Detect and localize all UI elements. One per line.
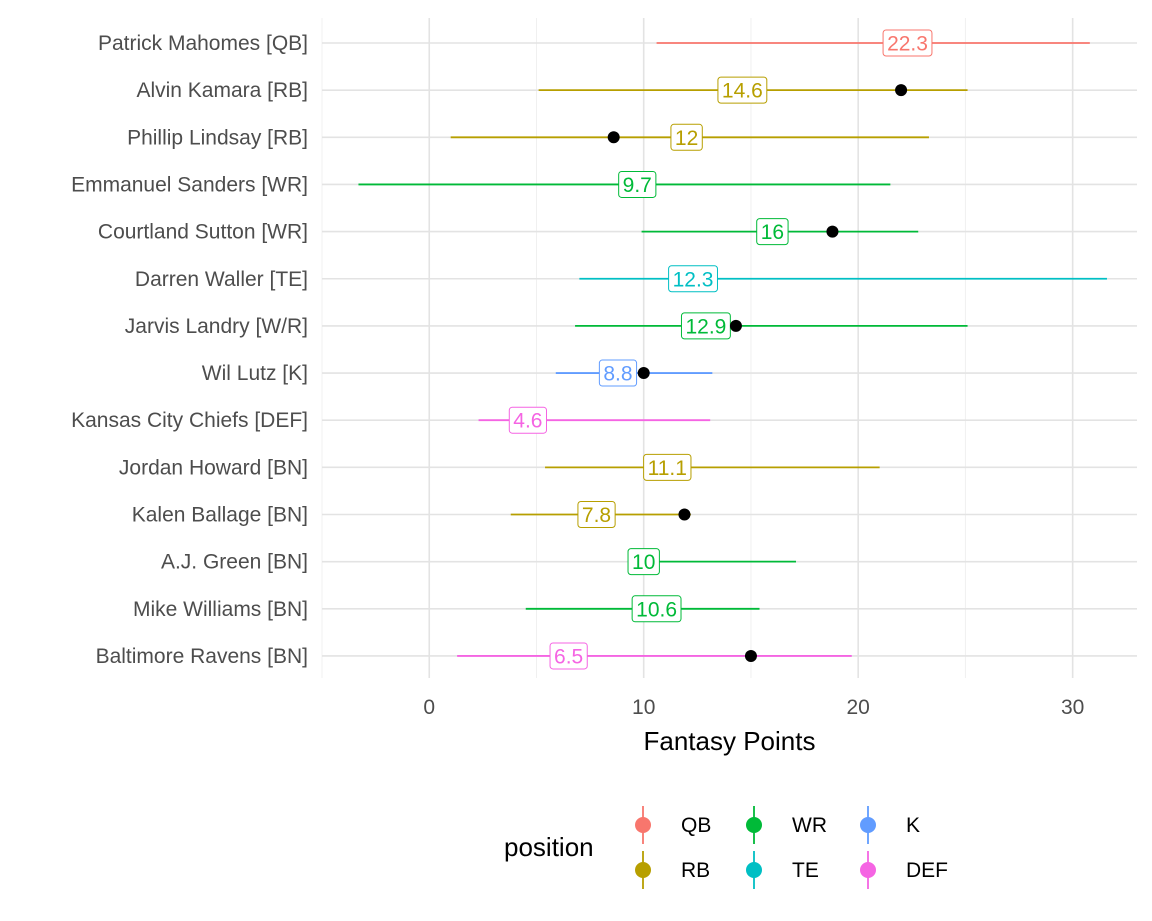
projection-label-box <box>618 170 657 198</box>
player-name-label: Jarvis Landry [W/R] <box>125 315 308 338</box>
x-tick-label: 0 <box>423 696 435 719</box>
projection-label: 12.3 <box>668 265 718 293</box>
player-name-label: Wil Lutz [K] <box>202 362 308 385</box>
legend-key-dot <box>746 862 762 878</box>
actual-points <box>607 84 908 662</box>
actual-point <box>637 367 650 380</box>
x-tick-label: 30 <box>1061 696 1084 719</box>
legend-key-k: K <box>860 806 920 844</box>
player-name-label: Darren Waller [TE] <box>135 268 308 291</box>
legend-key-wr: WR <box>746 806 827 844</box>
projection-label: 6.5 <box>549 642 588 670</box>
y-axis-labels: Patrick Mahomes [QB] Alvin Kamara [RB] Phi… <box>71 32 308 668</box>
legend-entry-label: DEF <box>906 859 948 882</box>
projection-label-box <box>631 595 682 623</box>
x-axis-ticks: 0 10 20 30 <box>423 696 1084 719</box>
projection-label: 12 <box>670 123 703 151</box>
actual-point <box>895 84 908 97</box>
projection-label: 10 <box>627 548 660 576</box>
projection-label-box <box>549 642 588 670</box>
legend-key-qb: QB <box>635 806 711 844</box>
ranges <box>358 42 1107 657</box>
projection-label: 11.1 <box>643 453 692 481</box>
actual-point <box>729 319 742 332</box>
projection-labels: 22.3 14.6 12 9.7 16 12.3 12.9 8.8 4.6 11.1 7.8 10 10… <box>508 29 933 670</box>
x-tick-label: 10 <box>632 696 655 719</box>
legend-key-def: DEF <box>860 851 948 889</box>
legend-title: position <box>504 832 594 862</box>
projection-label: 9.7 <box>618 170 657 198</box>
player-name-label: Baltimore Ravens [BN] <box>96 645 308 668</box>
legend-entry-label: K <box>906 814 920 837</box>
projection-label-text: 12.9 <box>685 315 726 338</box>
projection-label-box <box>756 218 789 246</box>
player-name-label: A.J. Green [BN] <box>161 551 308 574</box>
projection-label-box <box>882 29 933 57</box>
projection-label-box <box>717 76 768 104</box>
projection-label: 4.6 <box>508 406 547 434</box>
player-name-label: Mike Williams [BN] <box>133 598 308 621</box>
player-name-label: Phillip Lindsay [RB] <box>127 126 308 149</box>
projection-label-text: 12 <box>675 127 698 150</box>
projection-label-text: 6.5 <box>554 645 583 668</box>
projection-label-text: 14.6 <box>722 80 763 103</box>
legend-entry-label: QB <box>681 814 711 837</box>
legend-entry-label: TE <box>792 859 819 882</box>
projection-label-text: 9.7 <box>623 174 652 197</box>
projection-label-text: 12.3 <box>673 268 714 291</box>
legend-key-dot <box>860 817 876 833</box>
projection-label-text: 16 <box>761 221 784 244</box>
actual-point <box>744 649 757 662</box>
projection-label-box <box>508 406 547 434</box>
projection-label-box <box>627 548 660 576</box>
projection-label-box <box>598 359 638 387</box>
player-name-label: Jordan Howard [BN] <box>119 456 308 479</box>
projection-label: 7.8 <box>577 501 616 528</box>
legend-key-dot <box>635 862 651 878</box>
legend-entry-label: WR <box>792 814 827 837</box>
legend-key-te: TE <box>746 851 819 889</box>
player-name-label: Patrick Mahomes [QB] <box>98 32 308 55</box>
projection-label-text: 10.6 <box>636 598 677 621</box>
grid <box>321 18 1137 678</box>
projection-label-box <box>643 453 692 481</box>
actual-point <box>607 131 620 144</box>
player-name-label: Alvin Kamara [RB] <box>136 79 308 102</box>
projection-label-text: 10 <box>632 551 655 574</box>
legend-key-rb: RB <box>635 851 710 889</box>
projection-label: 16 <box>756 218 789 246</box>
x-axis-title: Fantasy Points <box>644 726 816 756</box>
legend-entry-label: RB <box>681 859 710 882</box>
projection-label-box <box>577 501 616 528</box>
actual-point <box>826 225 839 238</box>
x-tick-label: 20 <box>847 696 870 719</box>
projection-label-box <box>670 123 703 151</box>
projection-label: 8.8 <box>598 359 638 387</box>
legend-key-dot <box>746 817 762 833</box>
actual-point <box>678 508 691 521</box>
player-name-label: Courtland Sutton [WR] <box>98 221 308 244</box>
projection-label-text: 7.8 <box>582 504 611 527</box>
projection-label-text: 11.1 <box>648 457 687 480</box>
projection-label: 12.9 <box>680 312 731 340</box>
player-name-label: Emmanuel Sanders [WR] <box>71 173 308 196</box>
projection-label-text: 4.6 <box>513 410 542 433</box>
projection-label: 10.6 <box>631 595 682 623</box>
legend-key-dot <box>635 817 651 833</box>
projection-label-box <box>668 265 718 293</box>
legend: position QB RB WR TE K DEF <box>504 806 948 889</box>
projection-label: 22.3 <box>882 29 933 57</box>
legend-key-dot <box>860 862 876 878</box>
projection-label-text: 8.8 <box>603 363 632 386</box>
projection-label: 14.6 <box>717 76 768 104</box>
projection-label-text: 22.3 <box>887 33 928 56</box>
player-name-label: Kalen Ballage [BN] <box>132 504 308 527</box>
player-name-label: Kansas City Chiefs [DEF] <box>71 409 308 432</box>
